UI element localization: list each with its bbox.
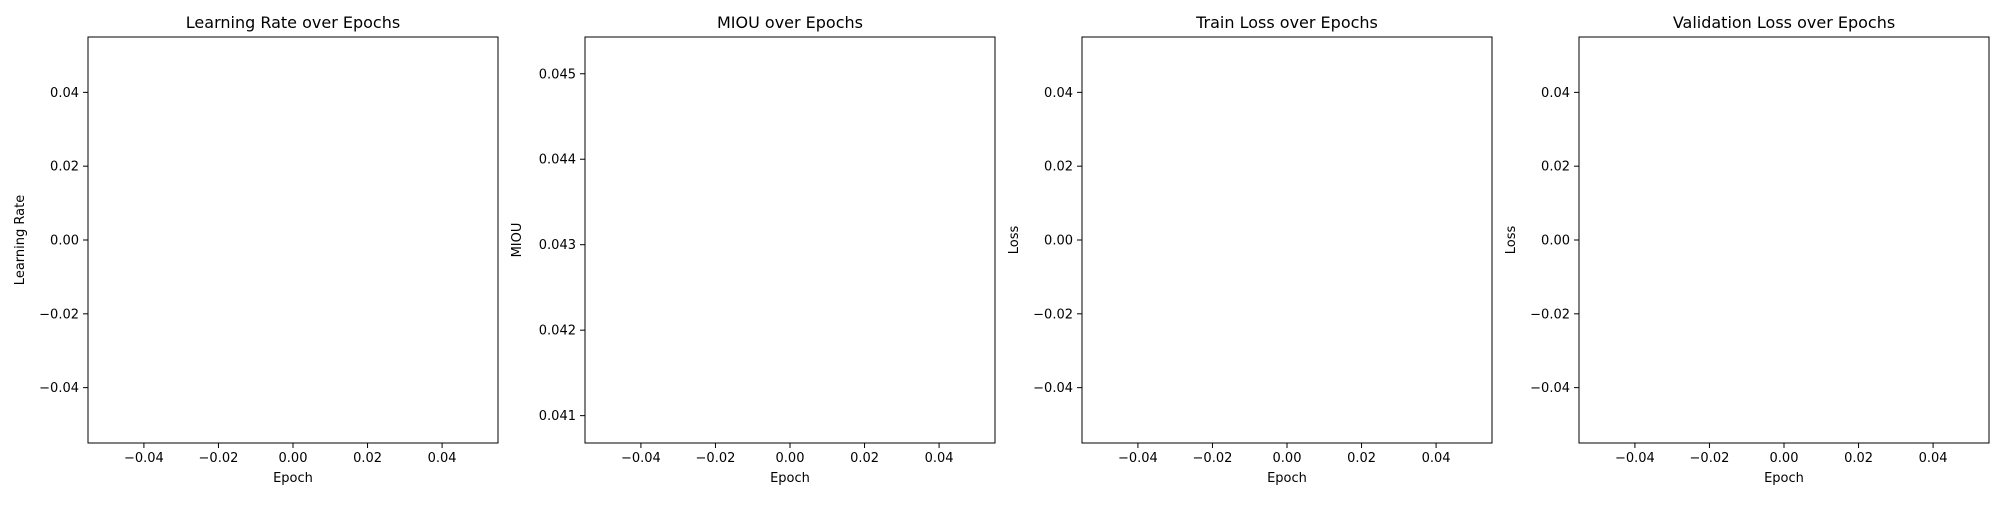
y-tick-label: 0.043 (539, 238, 576, 253)
y-tick-label: 0.00 (1541, 234, 1570, 249)
x-tick-label: 0.04 (925, 451, 954, 466)
chart-title: Learning Rate over Epochs (186, 13, 400, 32)
chart-title: MIOU over Epochs (717, 13, 863, 32)
x-tick-label: 0.02 (850, 451, 879, 466)
x-tick-label: 0.02 (353, 451, 382, 466)
y-tick-label: 0.02 (50, 160, 79, 175)
y-tick-label: −0.04 (39, 381, 79, 396)
y-axis-label: Loss (1504, 226, 1519, 255)
plot-frame (1578, 36, 1990, 444)
y-tick-label: 0.04 (50, 86, 79, 101)
chart-title: Validation Loss over Epochs (1673, 13, 1895, 32)
x-tick-label: −0.04 (1118, 451, 1158, 466)
x-tick-label: −0.02 (1690, 451, 1730, 466)
x-tick-label: −0.02 (199, 451, 239, 466)
x-tick-label: 0.00 (776, 451, 805, 466)
y-tick-label: 0.044 (539, 153, 576, 168)
y-tick-label: 0.02 (1541, 160, 1570, 175)
y-tick-label: −0.04 (1033, 381, 1073, 396)
x-tick-label: 0.04 (1422, 451, 1451, 466)
chart-panel-2: MIOU over Epochs −0.04 −0.02 0.00 0.02 0.04 0.… (510, 13, 996, 486)
y-axis-label: Learning Rate (13, 195, 28, 285)
x-tick-label: −0.04 (621, 451, 661, 466)
y-tick-label: −0.02 (1033, 307, 1073, 322)
x-tick-label: 0.02 (1844, 451, 1873, 466)
chart-title: Train Loss over Epochs (1195, 13, 1378, 32)
x-tick-label: 0.00 (279, 451, 308, 466)
y-tick-label: −0.02 (1530, 307, 1570, 322)
x-tick-label: 0.00 (1770, 451, 1799, 466)
y-tick-label: 0.02 (1044, 160, 1073, 175)
x-tick-label: 0.04 (428, 451, 457, 466)
x-tick-label: −0.02 (696, 451, 736, 466)
y-tick-label: 0.04 (1541, 86, 1570, 101)
x-tick-label: 0.04 (1919, 451, 1948, 466)
x-tick-label: 0.00 (1273, 451, 1302, 466)
chart-panel-4: Validation Loss over Epochs −0.04 −0.02 0.0… (1504, 13, 1990, 486)
y-tick-label: 0.00 (50, 234, 79, 249)
plot-frame (584, 36, 996, 444)
x-tick-label: −0.04 (1615, 451, 1655, 466)
y-tick-label: 0.00 (1044, 234, 1073, 249)
x-tick-label: −0.02 (1193, 451, 1233, 466)
y-tick-label: −0.04 (1530, 381, 1570, 396)
y-tick-label: 0.042 (539, 324, 576, 339)
chart-panel-1: Learning Rate over Epochs −0.04 −0.02 0.00 0… (13, 13, 499, 486)
y-tick-label: 0.04 (1044, 86, 1073, 101)
plot-frame (1081, 36, 1493, 444)
y-tick-label: 0.045 (539, 67, 576, 82)
x-axis-label: Epoch (273, 471, 313, 486)
x-axis-label: Epoch (770, 471, 810, 486)
x-tick-label: −0.04 (124, 451, 164, 466)
y-axis-label: MIOU (510, 223, 525, 258)
y-tick-label: 0.041 (539, 409, 576, 424)
x-tick-label: 0.02 (1347, 451, 1376, 466)
chart-panel-3: Train Loss over Epochs −0.04 −0.02 0.00 0.02… (1007, 13, 1493, 486)
y-tick-label: −0.02 (39, 307, 79, 322)
plot-frame (87, 36, 499, 444)
x-axis-label: Epoch (1267, 471, 1307, 486)
x-axis-label: Epoch (1764, 471, 1804, 486)
y-axis-label: Loss (1007, 226, 1022, 255)
